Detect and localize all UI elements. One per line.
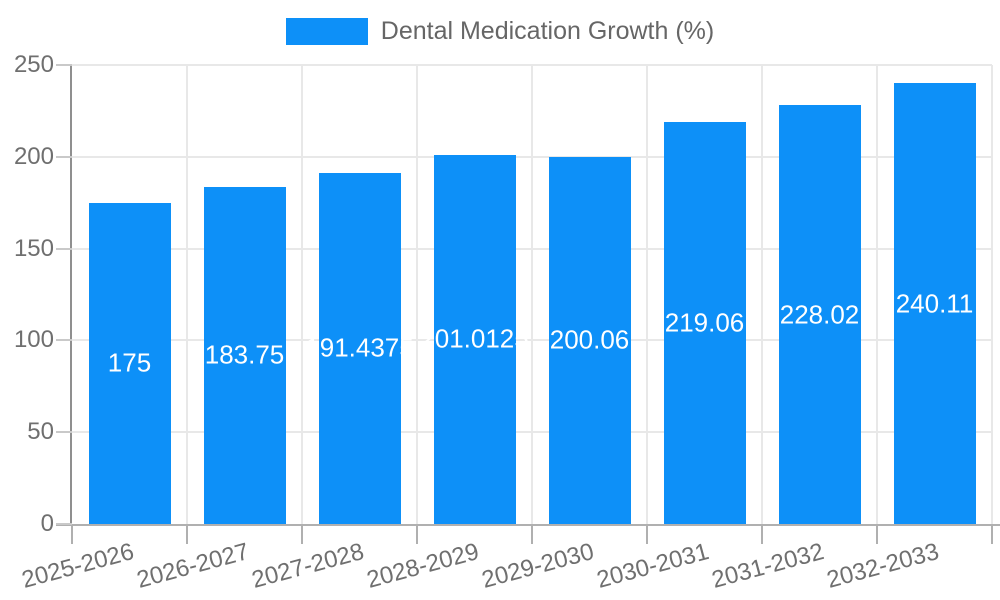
bar-2029-2030[interactable] bbox=[548, 156, 631, 524]
x-axis-tick bbox=[991, 526, 993, 544]
y-axis-line bbox=[70, 65, 72, 524]
y-tick-label: 250 bbox=[13, 51, 54, 78]
x-axis-line bbox=[56, 524, 1000, 526]
x-axis-tick bbox=[876, 526, 878, 544]
bar-2032-2033[interactable] bbox=[893, 83, 976, 524]
legend-swatch-icon bbox=[285, 18, 368, 45]
x-tick-label-2026-2027: 2026-2027 bbox=[133, 538, 252, 594]
chart-legend: Dental Medication Growth (%) bbox=[0, 17, 1000, 46]
bar-2030-2031[interactable] bbox=[663, 121, 746, 524]
v-gridline bbox=[416, 65, 418, 524]
v-gridline bbox=[761, 65, 763, 524]
x-tick-label-2029-2030: 2029-2030 bbox=[478, 538, 597, 594]
plot-area: 175 183.75 191.4375 201.0125 200.06 219.06 228… bbox=[56, 64, 1000, 544]
v-gridline bbox=[531, 65, 533, 524]
y-tick-label: 100 bbox=[13, 326, 54, 354]
v-gridline bbox=[646, 65, 648, 524]
y-axis-tick bbox=[56, 431, 72, 434]
y-axis-tick bbox=[56, 155, 72, 158]
bar-2031-2032[interactable] bbox=[778, 105, 861, 524]
y-tick-label: 200 bbox=[13, 142, 54, 170]
x-tick-label-2025-2026: 2025-2026 bbox=[18, 538, 137, 594]
x-tick-label-2031-2032: 2031-2032 bbox=[708, 538, 827, 594]
y-axis-tick bbox=[56, 523, 72, 525]
x-axis-tick bbox=[761, 526, 763, 544]
x-tick-label-2027-2028: 2027-2028 bbox=[248, 538, 367, 594]
x-axis-tick bbox=[71, 526, 73, 544]
legend-item-dental-medication-growth[interactable]: Dental Medication Growth (%) bbox=[285, 17, 715, 46]
x-axis-tick bbox=[186, 526, 188, 544]
y-tick-label: 150 bbox=[13, 234, 54, 262]
x-axis-tick bbox=[531, 526, 533, 544]
x-axis-tick bbox=[646, 526, 648, 544]
legend-label: Dental Medication Growth (%) bbox=[380, 17, 715, 45]
v-gridline bbox=[301, 65, 303, 524]
y-axis-tick bbox=[56, 339, 72, 342]
x-tick-label-2030-2031: 2030-2031 bbox=[593, 538, 712, 594]
bar-2026-2027[interactable] bbox=[203, 186, 286, 524]
y-tick-label: 50 bbox=[27, 418, 54, 446]
y-axis-tick bbox=[56, 64, 72, 66]
v-gridline bbox=[876, 65, 878, 524]
x-tick-label-2032-2033: 2032-2033 bbox=[823, 538, 942, 594]
y-axis-tick bbox=[56, 247, 72, 250]
v-gridline bbox=[991, 65, 993, 524]
x-tick-label-2028-2029: 2028-2029 bbox=[363, 538, 482, 594]
bar-2025-2026[interactable] bbox=[88, 202, 171, 524]
x-axis-tick bbox=[416, 526, 418, 544]
y-tick-label: 0 bbox=[40, 510, 54, 537]
v-gridline bbox=[186, 65, 188, 524]
bar-2027-2028[interactable] bbox=[318, 172, 401, 524]
bar-2028-2029[interactable] bbox=[433, 154, 516, 524]
x-axis-tick bbox=[301, 526, 303, 544]
